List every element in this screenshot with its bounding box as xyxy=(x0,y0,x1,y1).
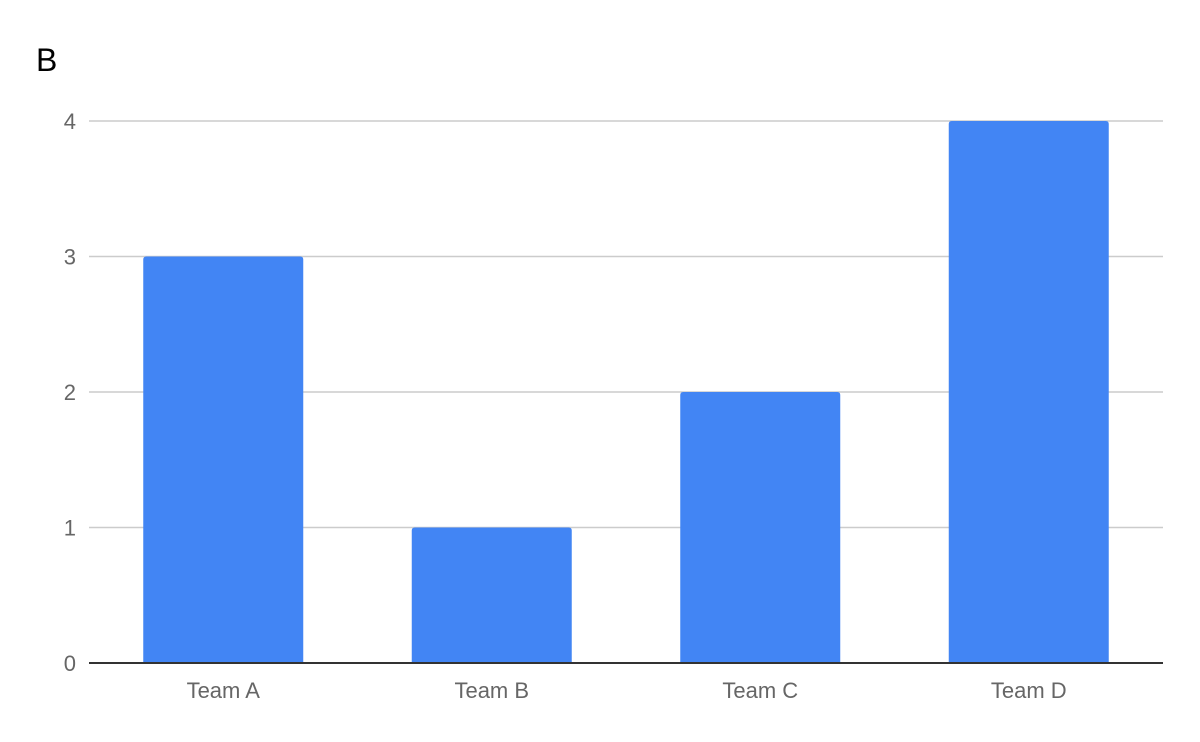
y-axis-ticks: 0 1 2 3 4 xyxy=(64,109,76,676)
y-tick-label: 4 xyxy=(64,109,76,134)
y-tick-label: 1 xyxy=(64,516,76,541)
x-tick-label: Team A xyxy=(187,678,261,703)
x-axis-ticks: Team A Team B Team C Team D xyxy=(187,678,1067,703)
bar-team-c xyxy=(680,392,841,663)
x-tick-label: Team B xyxy=(454,678,529,703)
chart-title: B xyxy=(36,42,57,78)
bar-team-a xyxy=(143,256,304,663)
x-tick-label: Team C xyxy=(722,678,798,703)
y-tick-label: 0 xyxy=(64,651,76,676)
y-tick-label: 2 xyxy=(64,380,76,405)
bar-team-b xyxy=(411,527,572,663)
x-tick-label: Team D xyxy=(991,678,1067,703)
y-tick-label: 3 xyxy=(64,245,76,270)
bars xyxy=(143,121,1109,663)
bar-team-d xyxy=(948,121,1109,663)
